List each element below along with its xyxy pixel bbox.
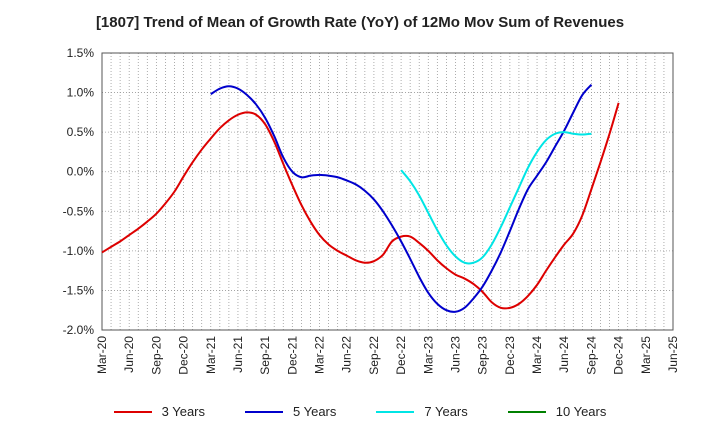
legend-label: 7 Years bbox=[424, 404, 468, 419]
x-tick-label: Sep-24 bbox=[584, 336, 598, 375]
x-tick-label: Dec-22 bbox=[394, 336, 408, 375]
x-tick-label: Mar-23 bbox=[421, 336, 435, 374]
legend-swatch bbox=[113, 410, 152, 413]
x-tick-label: Mar-24 bbox=[530, 336, 544, 374]
y-tick-label: -1.5% bbox=[63, 283, 95, 297]
x-tick-label: Jun-25 bbox=[666, 336, 680, 373]
y-tick-label: 0.0% bbox=[67, 165, 95, 179]
y-tick-label: -0.5% bbox=[63, 204, 95, 218]
chart-title: [1807] Trend of Mean of Growth Rate (YoY… bbox=[95, 14, 625, 31]
x-tick-label: Dec-20 bbox=[177, 336, 191, 375]
plot-area bbox=[102, 53, 673, 330]
legend-label: 10 Years bbox=[555, 404, 607, 419]
y-tick-label: 1.5% bbox=[67, 46, 95, 60]
x-tick-label: Jun-21 bbox=[231, 336, 245, 373]
legend-item-3-years: 3 Years bbox=[113, 404, 205, 419]
x-tick-label: Sep-22 bbox=[367, 336, 381, 375]
legend-swatch bbox=[376, 410, 415, 413]
legend-item-7-years: 7 Years bbox=[376, 404, 468, 419]
x-tick-label: Mar-22 bbox=[313, 336, 327, 374]
y-tick-label: 1.0% bbox=[67, 86, 95, 100]
legend-item-5-years: 5 Years bbox=[245, 404, 336, 419]
series-line-3-years bbox=[101, 102, 620, 310]
x-tick-label: Dec-23 bbox=[503, 336, 517, 375]
legend-swatch bbox=[245, 410, 283, 413]
x-tick-label: Dec-21 bbox=[285, 336, 299, 375]
series-line-5-years bbox=[210, 83, 593, 313]
y-tick-label: 0.5% bbox=[67, 125, 95, 139]
y-tick-label: -2.0% bbox=[63, 323, 95, 337]
series-line-7-years bbox=[400, 131, 592, 265]
legend-item-10-years: 10 Years bbox=[507, 404, 607, 419]
x-tick-label: Jun-20 bbox=[122, 336, 136, 373]
legend-label: 5 Years bbox=[293, 404, 337, 419]
x-tick-label: Mar-20 bbox=[95, 336, 109, 374]
x-tick-label: Sep-21 bbox=[258, 336, 272, 375]
y-tick-label: -1.0% bbox=[63, 244, 95, 258]
x-tick-label: Mar-25 bbox=[639, 336, 653, 374]
legend: 3 Years 5 Years 7 Years 10 Years bbox=[0, 404, 720, 419]
x-tick-label: Sep-23 bbox=[476, 336, 490, 375]
legend-swatch bbox=[507, 410, 546, 413]
legend-label: 3 Years bbox=[161, 404, 205, 419]
x-tick-label: Jun-24 bbox=[557, 336, 571, 373]
x-tick-label: Jun-23 bbox=[448, 336, 462, 373]
x-tick-label: Sep-20 bbox=[149, 336, 163, 375]
plot-frame bbox=[101, 52, 674, 331]
x-tick-label: Dec-24 bbox=[612, 336, 626, 375]
x-tick-label: Jun-22 bbox=[340, 336, 354, 373]
x-tick-label: Mar-21 bbox=[204, 336, 218, 374]
